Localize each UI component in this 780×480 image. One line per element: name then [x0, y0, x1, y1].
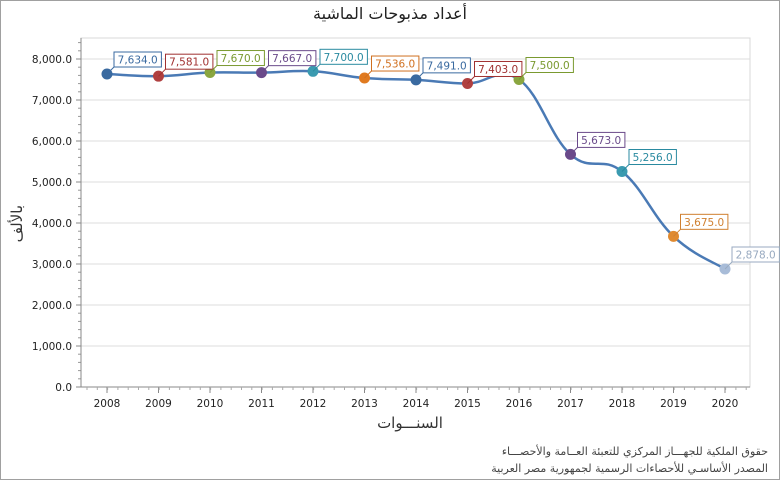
- data-label: 7,500.0: [530, 60, 570, 72]
- data-label-box: [268, 50, 317, 67]
- y-tick-label: 1,000.0: [32, 341, 72, 353]
- data-label: 7,491.0: [427, 60, 467, 72]
- data-label: 5,673.0: [581, 135, 621, 147]
- x-tick-label: 2014: [403, 398, 430, 410]
- x-tick-label: 2016: [506, 398, 533, 410]
- chart-title: أعداد مذبوحات الماشية: [313, 4, 467, 23]
- data-label-box: [731, 246, 780, 263]
- y-tick-label: 3,000.0: [32, 259, 72, 271]
- y-tick-label: 0.0: [55, 382, 72, 394]
- data-label-box: [577, 131, 626, 148]
- x-axis-label: السنـــوات: [377, 414, 443, 432]
- data-label: 7,634.0: [118, 55, 158, 67]
- footer-copyright: حقوق الملكية للجهـــاز المركزي للتعبئة ا…: [491, 443, 768, 477]
- y-tick-label: 4,000.0: [32, 218, 72, 230]
- data-points: [101, 65, 731, 275]
- y-tick-label: 7,000.0: [32, 95, 72, 107]
- y-tick-label: 2,000.0: [32, 300, 72, 312]
- data-label-box: [319, 48, 368, 65]
- x-tick-label: 2012: [300, 398, 327, 410]
- data-label: 3,675.0: [684, 217, 724, 229]
- series-line: [106, 69, 726, 271]
- y-tick-label: 8,000.0: [32, 54, 72, 66]
- x-tick-label: 2009: [145, 398, 172, 410]
- x-tick-label: 2017: [557, 398, 584, 410]
- x-tick-label: 2020: [712, 398, 739, 410]
- data-labels: 7,634.0 7,581.0 7,670.0 7,667.0 7,700.0 7,536…: [106, 48, 780, 270]
- y-tick-label: 6,000.0: [32, 136, 72, 148]
- x-tick-label: 2011: [248, 398, 275, 410]
- data-label-box: [628, 149, 677, 166]
- data-label: 7,536.0: [375, 59, 415, 71]
- data-label-box: [371, 55, 420, 72]
- data-label: 2,878.0: [736, 250, 776, 262]
- x-tick-label: 2018: [609, 398, 636, 410]
- data-label-box: [113, 51, 162, 68]
- axes: 0.0 1,000.0 2,000.0 3,000.0 4,000.0 5,000.0 6,…: [32, 38, 750, 410]
- data-label: 7,403.0: [478, 64, 518, 76]
- data-label: 7,581.0: [169, 57, 209, 69]
- data-label-box: [680, 213, 729, 230]
- data-label: 5,256.0: [633, 152, 673, 164]
- footer-line-1: حقوق الملكية للجهـــاز المركزي للتعبئة ا…: [501, 445, 768, 458]
- y-tick-label: 5,000.0: [32, 177, 72, 189]
- data-label-box: [474, 60, 523, 77]
- x-tick-label: 2015: [454, 398, 481, 410]
- data-label-box: [165, 53, 214, 70]
- data-label-box: [422, 57, 471, 74]
- x-tick-label: 2019: [660, 398, 687, 410]
- data-label: 7,670.0: [221, 53, 261, 65]
- data-label: 7,667.0: [272, 53, 312, 65]
- data-label-box: [216, 50, 265, 67]
- grid-lines: [80, 37, 751, 388]
- x-tick-label: 2013: [351, 398, 378, 410]
- x-tick-label: 2010: [197, 398, 224, 410]
- data-label: 7,700.0: [324, 52, 364, 64]
- footer-line-2: المصدر الأساسـي للأحصاءات الرسمية لجمهور…: [491, 462, 768, 475]
- data-label-box: [525, 57, 574, 73]
- x-tick-label: 2008: [94, 398, 121, 410]
